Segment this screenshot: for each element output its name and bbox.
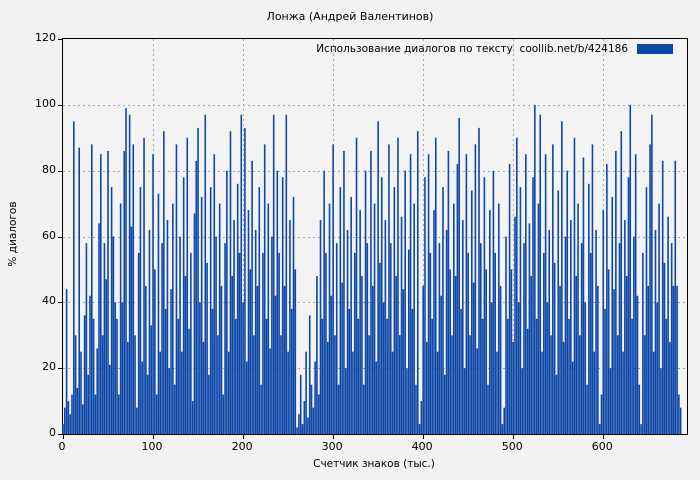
- y-tick-label: 100: [35, 96, 56, 110]
- x-tick-label: 500: [501, 440, 523, 453]
- legend-swatch: [637, 44, 673, 54]
- x-tick-label: 100: [141, 440, 163, 453]
- bars-canvas: [58, 39, 687, 439]
- x-tick-label: 0: [58, 440, 66, 453]
- legend-label: Использование диалогов по тексту coollib…: [316, 43, 628, 55]
- chart-title: Лонжа (Андрей Валентинов): [266, 10, 434, 23]
- y-tick-label: 60: [42, 228, 56, 242]
- y-tick-label: 120: [35, 31, 56, 44]
- x-tick-label: 400: [411, 440, 433, 453]
- legend: Использование диалогов по тексту coollib…: [316, 43, 673, 55]
- x-tick-label: 200: [231, 440, 253, 453]
- x-tick-label: 600: [591, 440, 613, 453]
- y-tick-label: 20: [42, 360, 56, 374]
- y-tick-label: 40: [42, 294, 56, 308]
- x-axis-label: Счетчик знаков (тыс.): [313, 458, 435, 470]
- plot-area: Использование диалогов по тексту coollib…: [58, 38, 688, 439]
- y-tick-label: 80: [42, 162, 56, 176]
- x-tick-label: 300: [321, 440, 343, 453]
- y-tick-label: 0: [49, 426, 56, 439]
